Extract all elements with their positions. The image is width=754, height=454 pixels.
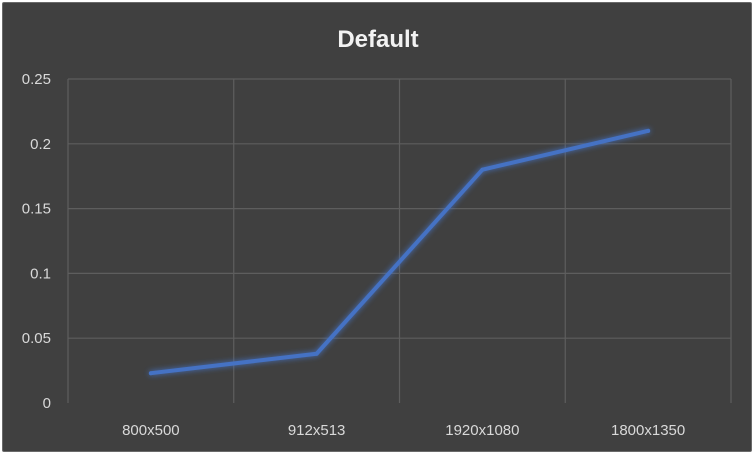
y-tick-label: 0.15 [22,201,51,218]
x-tick-label: 912x513 [288,422,346,439]
grid [67,78,732,403]
chart-title: Default [337,26,418,53]
x-tick-label: 1800x1350 [611,422,685,439]
series-line [148,128,651,376]
data-point [314,351,319,356]
data-point [480,167,485,172]
line-chart: Default 0 0.05 0.1 0.15 0.2 0.25 800x500 912x5… [22,26,732,439]
y-tick-label: 0.1 [30,265,51,282]
series-layer [148,128,651,376]
data-point [646,128,651,133]
y-tick-label: 0.25 [22,71,51,88]
x-axis-labels: 800x500 912x513 1920x1080 1800x1350 [122,422,685,439]
x-tick-label: 1920x1080 [445,422,519,439]
y-axis-labels: 0 0.05 0.1 0.15 0.2 0.25 [22,71,51,412]
x-tick-label: 800x500 [122,422,180,439]
y-tick-label: 0.2 [30,136,51,153]
y-tick-label: 0 [43,395,51,412]
data-point [148,371,153,376]
y-tick-label: 0.05 [22,330,51,347]
